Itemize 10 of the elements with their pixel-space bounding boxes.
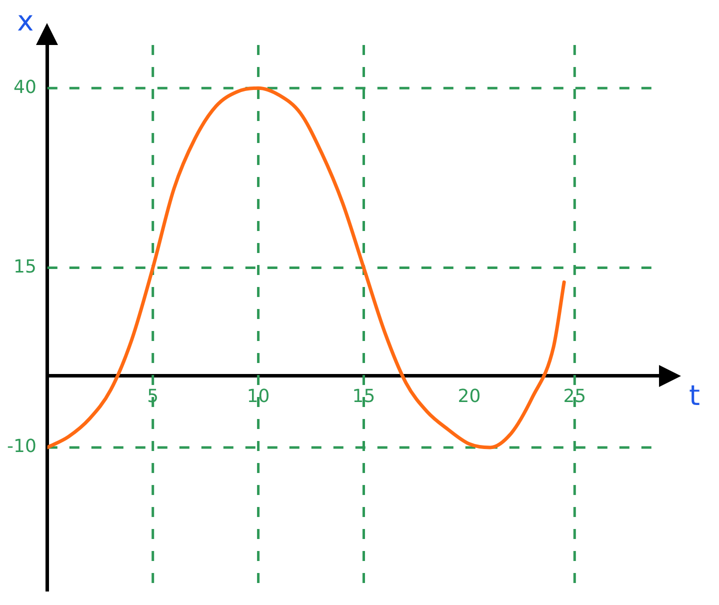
x-tick-label: 25 [563, 386, 586, 408]
y-tick-label: 40 [13, 76, 36, 98]
y-tick-label: -10 [6, 436, 36, 458]
y-tick-label: 15 [13, 256, 36, 278]
x-tick-label: 10 [246, 386, 270, 408]
line-series [47, 86, 566, 450]
x-tick-label: 20 [458, 386, 481, 408]
x-tick-label: 15 [352, 386, 376, 408]
y-axis-title: x [17, 4, 34, 38]
x-axis-title: t [689, 378, 700, 412]
